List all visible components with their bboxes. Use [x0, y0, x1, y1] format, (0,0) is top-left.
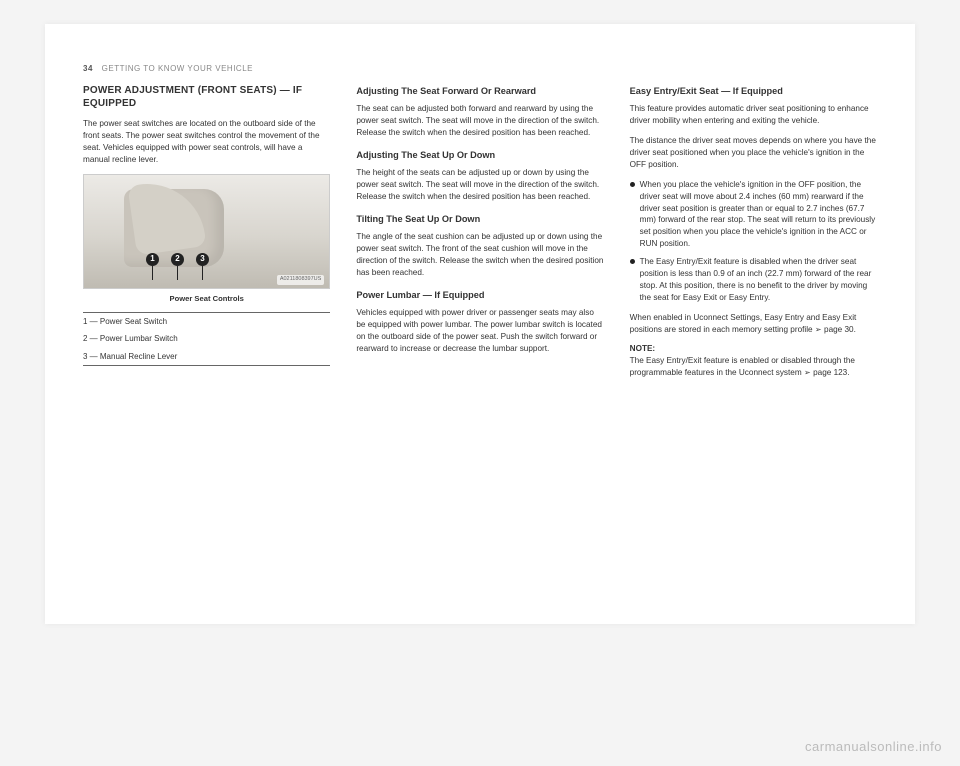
col2-h1: Adjusting The Seat Forward Or Rearward	[356, 85, 603, 98]
col2-p4: Vehicles equipped with power driver or p…	[356, 307, 603, 355]
page-number: 34	[83, 64, 93, 73]
marker-3-wrap: 3	[196, 253, 209, 266]
marker-2-line	[177, 266, 178, 280]
column-1: POWER ADJUSTMENT (FRONT SEATS) — IF EQUI…	[83, 85, 330, 605]
bullet-1: When you place the vehicle's ignition in…	[630, 179, 877, 250]
legend-row-2: 2 — Power Lumbar Switch	[83, 330, 330, 348]
legend-row-3: 3 — Manual Recline Lever	[83, 348, 330, 366]
col3-p2: The distance the driver seat moves depen…	[630, 135, 877, 171]
figure-markers: 1 2 3	[146, 253, 209, 266]
marker-1-wrap: 1	[146, 253, 159, 266]
note-label: NOTE:	[630, 344, 655, 353]
page-header: 34 GETTING TO KNOW YOUR VEHICLE	[83, 64, 877, 73]
col3-p1: This feature provides automatic driver s…	[630, 103, 877, 127]
column-2: Adjusting The Seat Forward Or Rearward T…	[356, 85, 603, 605]
page-link-123[interactable]: ➢ page 123.	[804, 368, 850, 377]
marker-1: 1	[146, 253, 159, 266]
col3-h1: Easy Entry/Exit Seat — If Equipped	[630, 85, 877, 98]
col2-p3: The angle of the seat cushion can be adj…	[356, 231, 603, 279]
legend-row-1: 1 — Power Seat Switch	[83, 313, 330, 331]
column-3: Easy Entry/Exit Seat — If Equipped This …	[630, 85, 877, 605]
marker-3-line	[202, 266, 203, 280]
col1-paragraph: The power seat switches are located on t…	[83, 118, 330, 166]
marker-2-wrap: 2	[171, 253, 184, 266]
figure-legend: 1 — Power Seat Switch 2 — Power Lumbar S…	[83, 312, 330, 367]
seat-figure: 1 2 3 A0211808397US Powe	[83, 174, 330, 367]
watermark: carmanualsonline.info	[805, 739, 942, 754]
figure-caption: Power Seat Controls	[83, 293, 330, 304]
col2-h2: Adjusting The Seat Up Or Down	[356, 149, 603, 162]
col2-p1: The seat can be adjusted both forward an…	[356, 103, 603, 139]
bullet-2: The Easy Entry/Exit feature is disabled …	[630, 256, 877, 304]
col2-h3: Tilting The Seat Up Or Down	[356, 213, 603, 226]
section-name: GETTING TO KNOW YOUR VEHICLE	[102, 64, 253, 73]
col3-p3: When enabled in Uconnect Settings, Easy …	[630, 312, 877, 336]
col3-bullets: When you place the vehicle's ignition in…	[630, 179, 877, 304]
col3-note: NOTE: The Easy Entry/Exit feature is ena…	[630, 343, 877, 379]
figure-code: A0211808397US	[277, 275, 325, 285]
manual-page: 34 GETTING TO KNOW YOUR VEHICLE POWER AD…	[45, 24, 915, 624]
marker-1-line	[152, 266, 153, 280]
col2-h4: Power Lumbar — If Equipped	[356, 289, 603, 302]
seat-illustration: 1 2 3 A0211808397US	[83, 174, 330, 289]
content-columns: POWER ADJUSTMENT (FRONT SEATS) — IF EQUI…	[83, 85, 877, 605]
marker-2: 2	[171, 253, 184, 266]
page-link-30[interactable]: ➢ page 30.	[815, 325, 856, 334]
col1-title: POWER ADJUSTMENT (FRONT SEATS) — IF EQUI…	[83, 85, 330, 110]
col2-p2: The height of the seats can be adjusted …	[356, 167, 603, 203]
marker-3: 3	[196, 253, 209, 266]
